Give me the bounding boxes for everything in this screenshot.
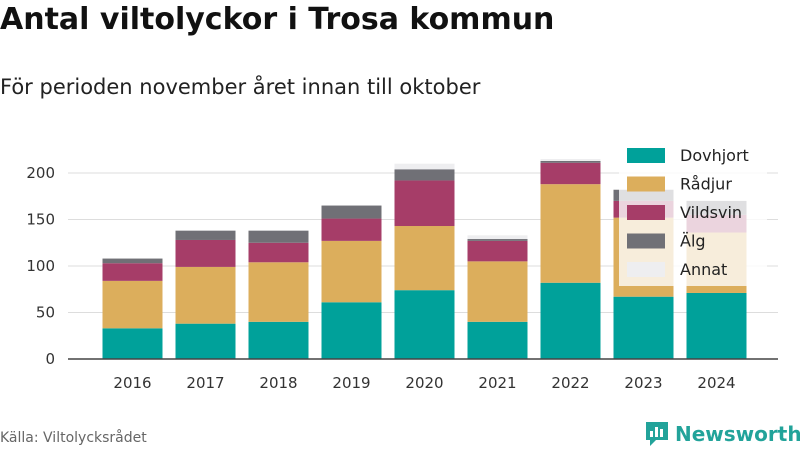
x-tick-label: 2024 bbox=[697, 374, 735, 392]
x-tick-label: 2022 bbox=[551, 374, 589, 392]
source-note: Källa: Viltolycksrådet bbox=[0, 430, 147, 446]
x-tick-label: 2023 bbox=[624, 374, 662, 392]
bar-segment-vildsvin-2017 bbox=[176, 240, 236, 267]
bar-segment-vildsvin-2018 bbox=[249, 243, 309, 263]
y-tick-label: 100 bbox=[26, 257, 55, 275]
bar-segment-älg-2019 bbox=[322, 206, 382, 219]
bar-segment-dovhjort-2017 bbox=[176, 324, 236, 359]
x-tick-label: 2017 bbox=[186, 374, 224, 392]
y-tick-label: 150 bbox=[26, 211, 55, 229]
bar-segment-älg-2016 bbox=[103, 259, 163, 264]
bar-segment-annat-2021 bbox=[468, 235, 528, 239]
bar-segment-älg-2020 bbox=[395, 169, 455, 180]
bar-segment-dovhjort-2019 bbox=[322, 302, 382, 359]
brand-name: Newsworthy bbox=[675, 422, 800, 446]
bar-segment-annat-2022 bbox=[541, 159, 601, 161]
bar-segment-vildsvin-2020 bbox=[395, 180, 455, 226]
x-tick-label: 2020 bbox=[405, 374, 443, 392]
x-tick-label: 2019 bbox=[332, 374, 370, 392]
legend-swatch-älg bbox=[627, 234, 665, 249]
bar-segment-dovhjort-2023 bbox=[614, 297, 674, 359]
bar-segment-vildsvin-2016 bbox=[103, 263, 163, 281]
bar-segment-rådjur-2021 bbox=[468, 261, 528, 321]
bar-segment-rådjur-2018 bbox=[249, 262, 309, 322]
bar-segment-rådjur-2016 bbox=[103, 281, 163, 328]
bar-segment-dovhjort-2024 bbox=[687, 293, 747, 359]
y-tick-label: 200 bbox=[26, 164, 55, 182]
bar-segment-vildsvin-2022 bbox=[541, 163, 601, 184]
bar-segment-älg-2018 bbox=[249, 231, 309, 243]
y-tick-label: 0 bbox=[45, 350, 55, 368]
bar-segment-älg-2021 bbox=[468, 239, 528, 241]
bar-segment-älg-2022 bbox=[541, 161, 601, 163]
bar-segment-älg-2017 bbox=[176, 231, 236, 240]
bar-segment-rådjur-2019 bbox=[322, 241, 382, 302]
bar-chart-logo-icon bbox=[644, 420, 670, 448]
x-tick-label: 2021 bbox=[478, 374, 516, 392]
legend: Dovhjort Rådjur Vildsvin Älg Annat bbox=[619, 140, 767, 286]
legend-label-vildsvin: Vildsvin bbox=[680, 203, 742, 222]
bar-segment-dovhjort-2020 bbox=[395, 290, 455, 359]
bar-segment-vildsvin-2021 bbox=[468, 241, 528, 261]
legend-label-annat: Annat bbox=[680, 260, 727, 279]
bar-segment-vildsvin-2019 bbox=[322, 219, 382, 241]
bar-segment-rådjur-2020 bbox=[395, 226, 455, 290]
legend-label-rådjur: Rådjur bbox=[680, 175, 732, 194]
y-tick-label: 50 bbox=[36, 304, 55, 322]
legend-swatch-annat bbox=[627, 262, 665, 277]
legend-swatch-dovhjort bbox=[627, 148, 665, 163]
bar-segment-dovhjort-2021 bbox=[468, 322, 528, 359]
bar-segment-dovhjort-2018 bbox=[249, 322, 309, 359]
bar-segment-dovhjort-2022 bbox=[541, 283, 601, 359]
bar-segment-rådjur-2017 bbox=[176, 267, 236, 324]
bar-segment-rådjur-2022 bbox=[541, 184, 601, 283]
legend-label-dovhjort: Dovhjort bbox=[680, 146, 749, 165]
bar-segment-dovhjort-2016 bbox=[103, 328, 163, 359]
legend-swatch-vildsvin bbox=[627, 205, 665, 220]
legend-label-älg: Älg bbox=[680, 232, 706, 251]
bar-segment-annat-2020 bbox=[395, 164, 455, 170]
x-tick-label: 2016 bbox=[113, 374, 151, 392]
newsworthy-logo[interactable]: Newsworthy bbox=[644, 420, 800, 448]
legend-swatch-rådjur bbox=[627, 177, 665, 192]
x-tick-label: 2018 bbox=[259, 374, 297, 392]
